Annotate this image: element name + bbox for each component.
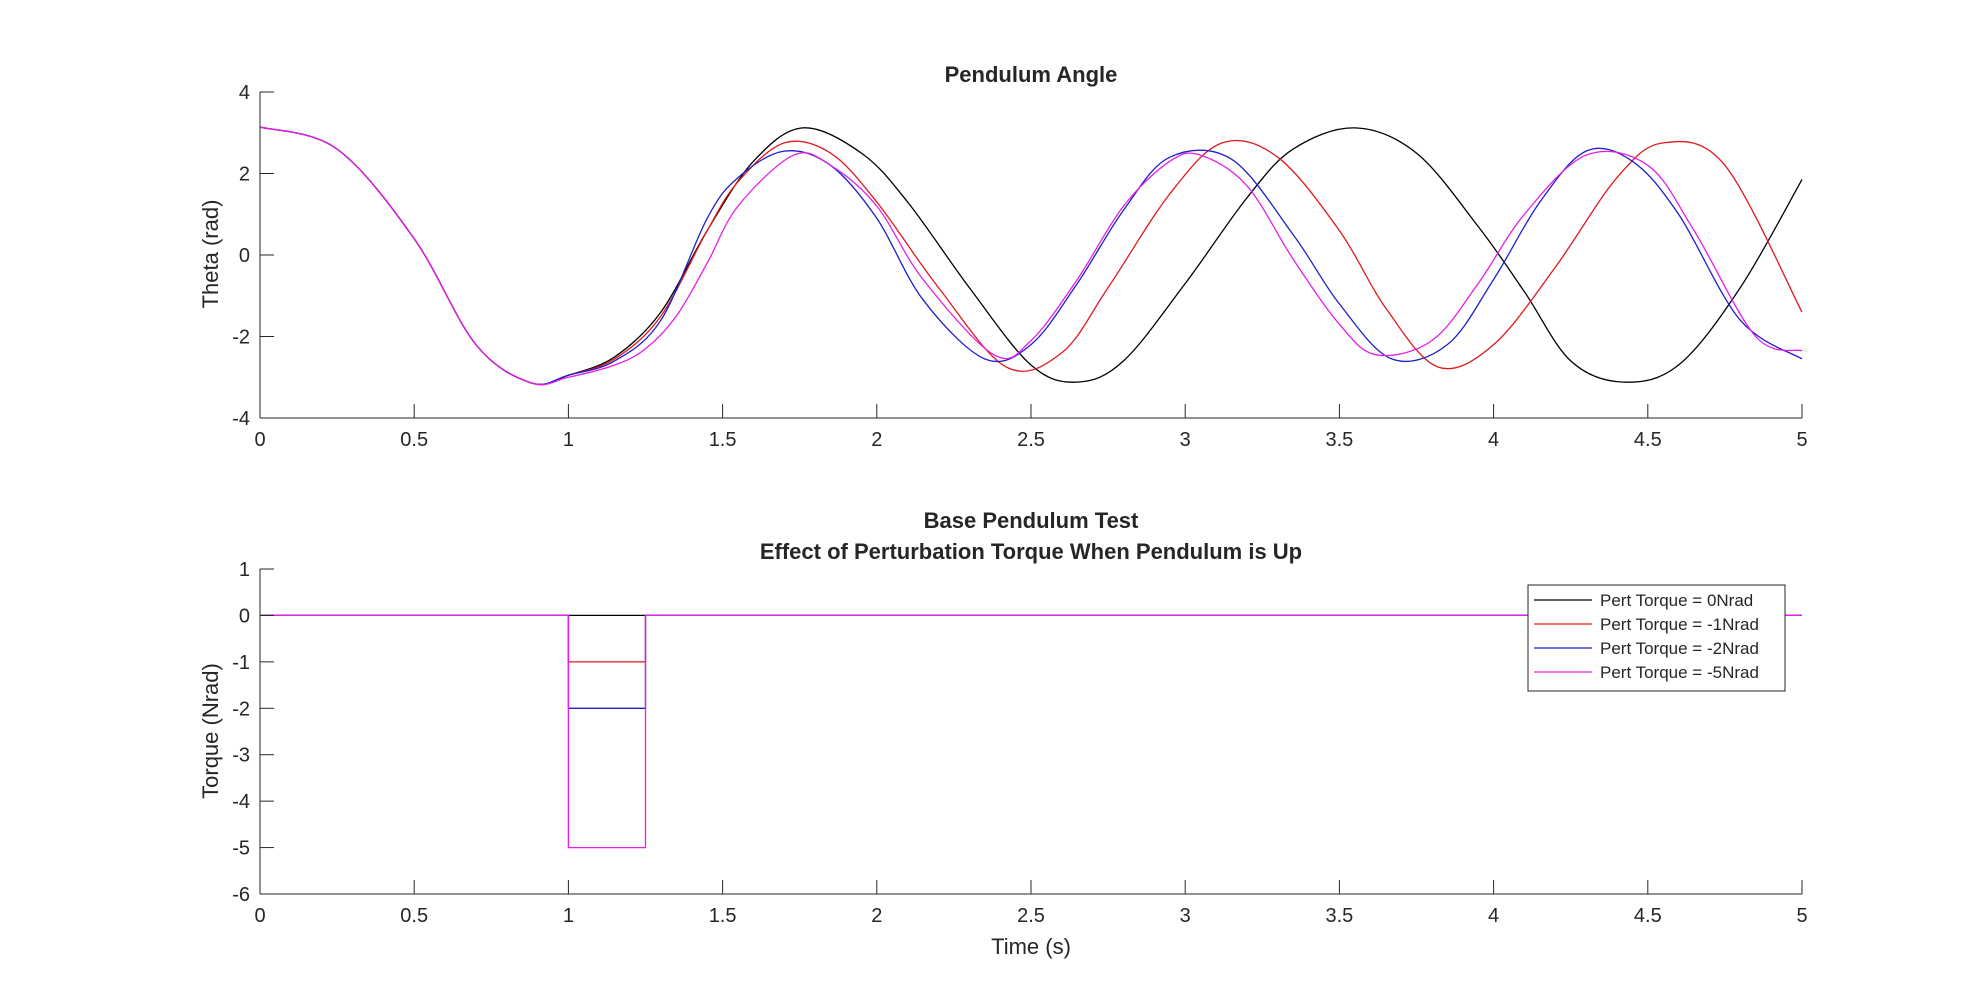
x-tick-label: 2 xyxy=(871,905,882,927)
x-tick-label: 1.5 xyxy=(709,905,737,927)
torque-axis-frame xyxy=(259,568,1803,895)
y-tick-label: -6 xyxy=(232,884,250,906)
legend-entry: Pert Torque = 0Nrad xyxy=(1600,591,1753,610)
x-tick-label: 4.5 xyxy=(1634,905,1662,927)
y-tick-label: -3 xyxy=(232,745,250,767)
angle-series xyxy=(259,126,1803,386)
torque-series xyxy=(260,614,1802,849)
series-line-2 xyxy=(259,126,1803,386)
x-tick-label: 4 xyxy=(1488,429,1499,451)
y-tick-label: -4 xyxy=(232,408,250,430)
chart-title-angle: Pendulum Angle xyxy=(945,62,1118,87)
legend-box xyxy=(1527,584,1786,692)
x-tick-label: 2.5 xyxy=(1017,429,1045,451)
y-axis-label-angle: Theta (rad) xyxy=(198,200,223,309)
legend: Pert Torque = 0Nrad Pert Torque = -1Nrad P… xyxy=(1527,584,1786,692)
x-tick-label: 2.5 xyxy=(1017,905,1045,927)
y-tick-label: -2 xyxy=(232,327,250,349)
x-tick-label: 0 xyxy=(254,905,265,927)
x-tick-label: 3.5 xyxy=(1325,429,1353,451)
chart-title-torque: Base Pendulum Test xyxy=(924,508,1139,533)
x-tick-label: 3 xyxy=(1180,429,1191,451)
y-tick-label: 2 xyxy=(239,164,250,186)
series-line-1 xyxy=(259,126,1803,386)
y-tick-label: 0 xyxy=(239,245,250,267)
series-line-3 xyxy=(259,126,1803,386)
x-tick-label: 0 xyxy=(254,429,265,451)
x-tick-label: 1 xyxy=(563,429,574,451)
legend-entry: Pert Torque = -5Nrad xyxy=(1600,663,1759,682)
x-tick-label: 4 xyxy=(1488,905,1499,927)
y-tick-label: -5 xyxy=(232,838,250,860)
angle-ticks: 0 0.5 1 1.5 2 2.5 3 3.5 4 4.5 5 -4 -2 0 2 4 xyxy=(232,82,1807,451)
x-axis-label-time: Time (s) xyxy=(991,934,1071,959)
x-tick-label: 0.5 xyxy=(400,905,428,927)
x-tick-label: 3 xyxy=(1180,905,1191,927)
y-tick-label: 0 xyxy=(239,605,250,627)
chart-subtitle-torque: Effect of Perturbation Torque When Pendu… xyxy=(760,539,1302,564)
torque-axes: Base Pendulum Test Effect of Perturbatio… xyxy=(198,508,1808,959)
x-tick-label: 3.5 xyxy=(1325,905,1353,927)
x-tick-label: 5 xyxy=(1796,429,1807,451)
y-tick-label: 1 xyxy=(239,559,250,581)
angle-axis-frame xyxy=(259,91,1803,419)
x-tick-label: 5 xyxy=(1796,905,1807,927)
y-tick-label: -1 xyxy=(232,652,250,674)
torque-ticks: 0 0.5 1 1.5 2 2.5 3 3.5 4 4.5 5 -6 -5 -4 -3 -2 -1 0 1 xyxy=(232,559,1807,927)
legend-entry: Pert Torque = -2Nrad xyxy=(1600,639,1759,658)
series-line-3 xyxy=(260,614,1802,849)
x-tick-label: 2 xyxy=(871,429,882,451)
pendulum-angle-axes: Pendulum Angle Theta (rad) 0 0.5 1 1.5 2 2.5 3… xyxy=(198,62,1808,451)
y-tick-label: -2 xyxy=(232,698,250,720)
y-tick-label: -4 xyxy=(232,791,250,813)
y-axis-label-torque: Torque (Nrad) xyxy=(198,663,223,799)
legend-entry: Pert Torque = -1Nrad xyxy=(1600,615,1759,634)
x-tick-label: 4.5 xyxy=(1634,429,1662,451)
x-tick-label: 0.5 xyxy=(400,429,428,451)
x-tick-label: 1 xyxy=(563,905,574,927)
series-line-0 xyxy=(259,126,1803,386)
x-tick-label: 1.5 xyxy=(709,429,737,451)
y-tick-label: 4 xyxy=(239,82,250,104)
